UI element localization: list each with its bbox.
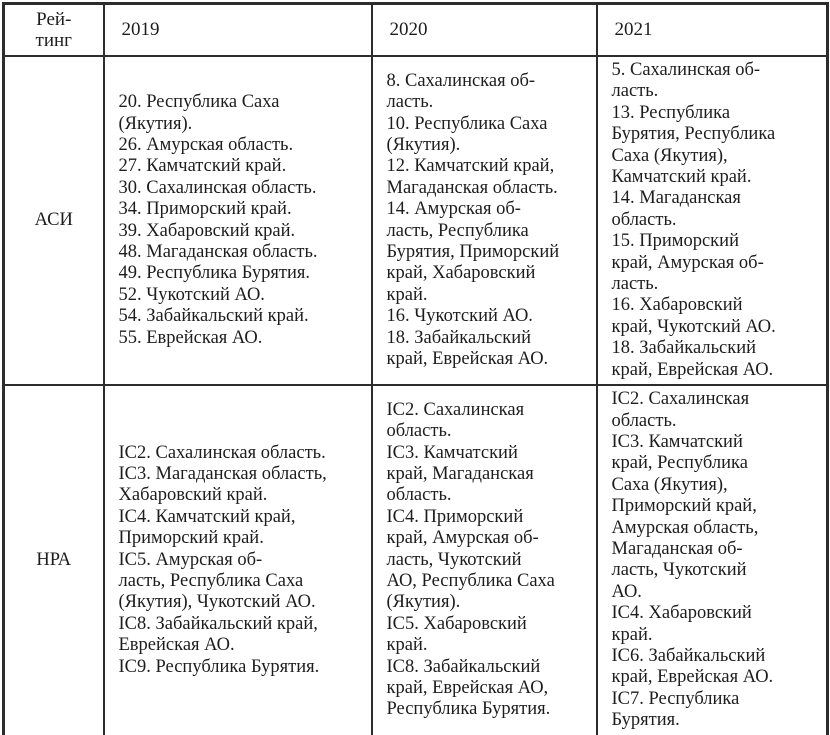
rating-entry: 18. Забайкальский край, Еврейская АО. [611, 338, 774, 380]
rating-entry: 39. Хабаровский край. [118, 220, 296, 241]
header-cell-2020: 2020 [370, 2, 598, 57]
rating-entry: 55. Еврейская АО. [118, 327, 263, 348]
rating-entry: 12. Камчатский край, Магаданская область… [386, 156, 558, 198]
header-row: Рей- тинг 2019 2020 2021 [2, 2, 829, 57]
rating-entry: IC8. Забайкальский край, Еврейская АО. [118, 613, 318, 656]
rating-entry: IC5. Хабаровский край. [386, 613, 527, 656]
rating-entry: IC8. Забайкальский край, Еврейская АО, Р… [386, 656, 551, 720]
rating-entry: 14. Амурская об- ласть, Республика Бурят… [386, 199, 560, 305]
rating-entry: IC2. Сахалинская область. [386, 399, 525, 442]
rating-entry: IC4. Камчатский край, Приморский край. [118, 506, 296, 549]
rating-entry: IC3. Магаданская область, Хабаровский кр… [118, 464, 327, 506]
rating-entry: 49. Республика Бурятия. [118, 263, 311, 284]
agency-label-nra: НРА [2, 384, 105, 735]
cell-asi-2021: 5. Сахалинская об- ласть. 13. Республика … [595, 54, 829, 387]
rating-entry: 48. Магаданская область. [118, 241, 318, 262]
rating-entry: IC2. Сахалинская область. [611, 389, 750, 431]
rating-entry: 10. Республика Саха (Якутия). [386, 113, 548, 155]
rating-entry: IC4. Приморский край, Амурская об- ласть… [386, 506, 555, 613]
rating-entry: IC4. Хабаровский край. [611, 603, 752, 645]
rating-entry: 52. Чукотский АО. [118, 284, 265, 305]
rating-entry: IC5. Амурская об- ласть, Республика Саха… [118, 549, 316, 613]
rating-entry: 18. Забайкальский край, Еврейская АО. [386, 327, 549, 369]
header-cell-2019: 2019 [102, 2, 373, 57]
row-nra: НРА IC2. Сахалинская область. IC3. Магада… [2, 384, 829, 735]
rating-entry: IC9. Республика Бурятия. [118, 656, 320, 677]
agency-label-asi: АСИ [2, 54, 105, 387]
header-cell-2021: 2021 [595, 2, 829, 57]
rating-entry: 13. Республика Бурятия, Республика Саха … [611, 102, 776, 188]
rating-entry: 34. Приморский край. [118, 199, 292, 220]
rating-entry: 16. Чукотский АО. [386, 306, 533, 327]
cell-asi-2019: 20. Республика Саха (Якутия). 26. Амурска… [102, 54, 373, 387]
rating-entry: 54. Забайкальский край. [118, 306, 309, 327]
rating-entry: IC3. Камчатский край, Республика Саха (Я… [611, 431, 759, 602]
rating-entry: IC3. Камчатский край, Магаданская област… [386, 442, 534, 506]
rating-entry: 8. Сахалинская об- ласть. [386, 70, 536, 113]
rating-entry: 26. Амурская область. [118, 134, 294, 155]
cell-nra-2019: IC2. Сахалинская область. IC3. Магаданска… [102, 384, 373, 735]
rating-entry: 20. Республика Саха (Якутия). [118, 92, 280, 134]
rating-entry: 14. Магаданская область. [611, 188, 741, 230]
row-asi: АСИ 20. Республика Саха (Якутия). 26. Аму… [2, 54, 829, 387]
rating-entry: 27. Камчатский край. [118, 156, 287, 177]
rating-entry: IC2. Сахалинская область. [118, 442, 326, 463]
rating-entry: 16. Хабаровский край, Чукотский АО. [611, 295, 776, 337]
rating-entry: 5. Сахалинская об- ласть. [611, 60, 761, 102]
header-cell-rating: Рей- тинг [2, 2, 105, 57]
rating-entry: 15. Приморский край, Амурская об- ласть. [611, 231, 764, 295]
rating-entry: IC7. Республика Бурятия. [611, 688, 740, 731]
rating-entry: 30. Сахалинская область. [118, 177, 317, 198]
cell-nra-2021: IC2. Сахалинская область. IC3. Камчатский… [595, 384, 829, 735]
rating-entry: IC6. Забайкальский край, Еврейская АО. [611, 645, 774, 688]
cell-asi-2020: 8. Сахалинская об- ласть. 10. Республика … [370, 54, 598, 387]
cell-nra-2020: IC2. Сахалинская область. IC3. Камчатский… [370, 384, 598, 735]
